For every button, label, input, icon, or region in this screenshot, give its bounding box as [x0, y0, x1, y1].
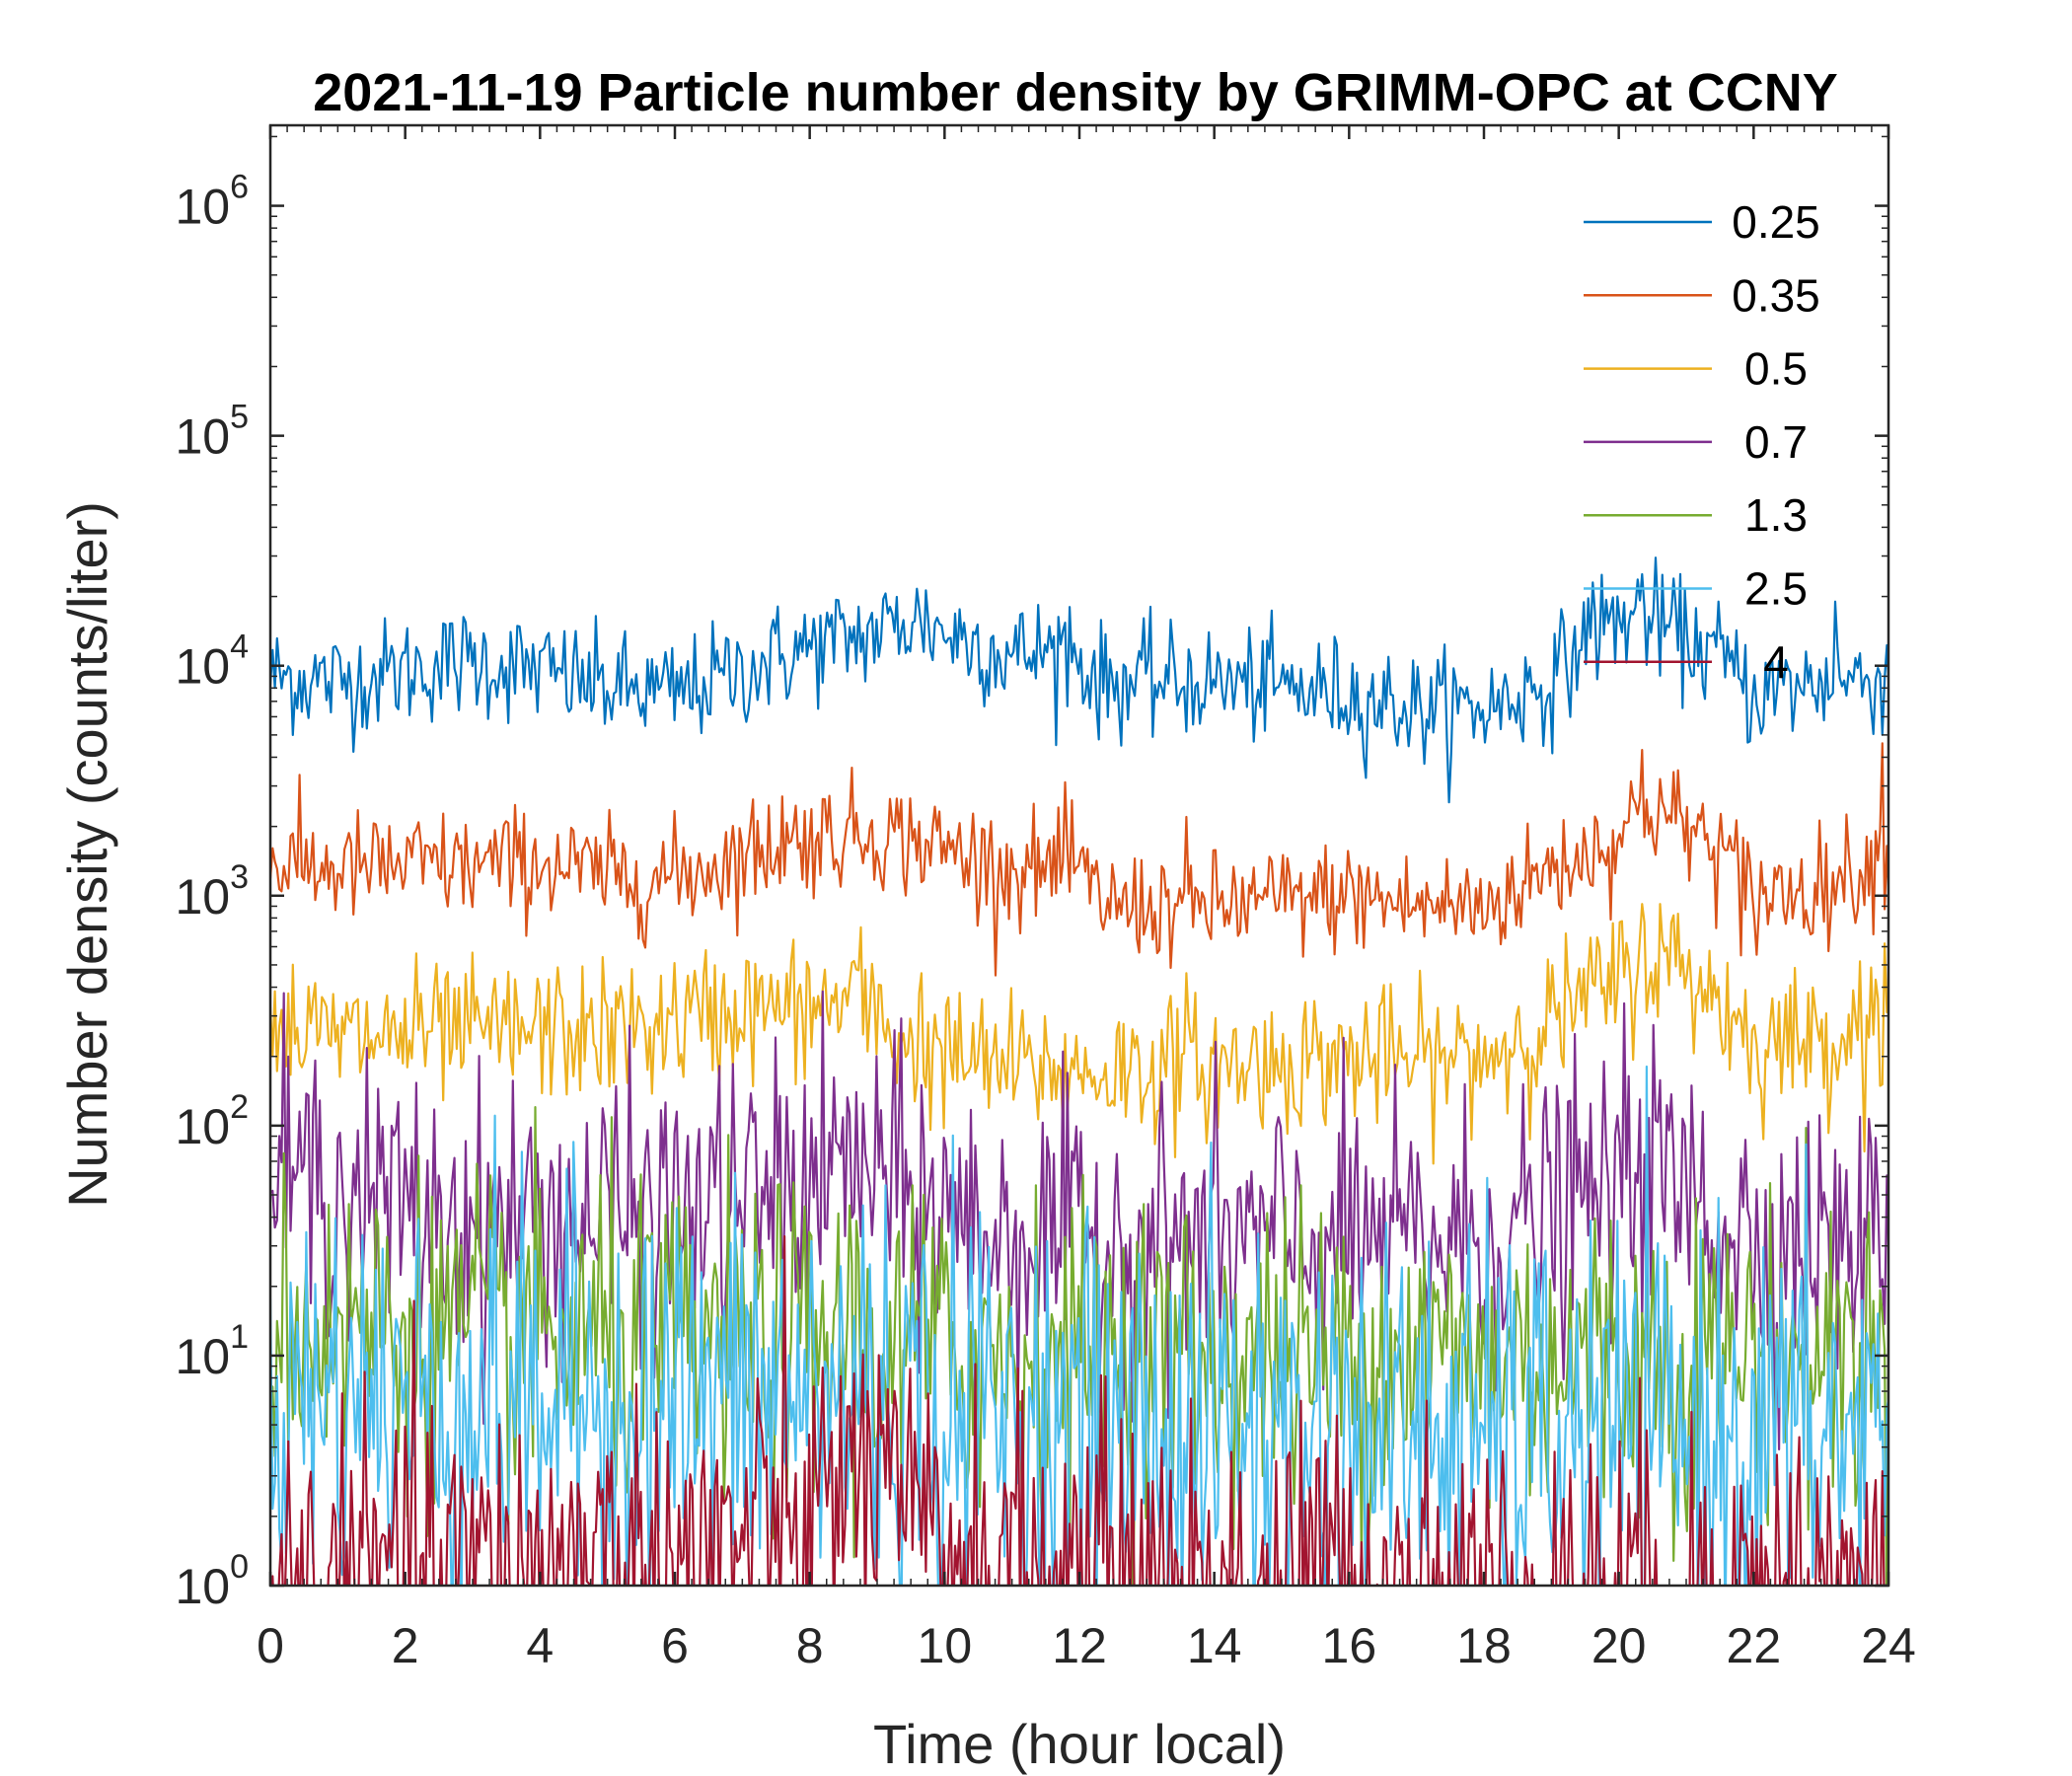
x-tick-label: 16 — [1322, 1618, 1377, 1673]
series-line-0.35 — [270, 742, 1888, 977]
y-tick-label: 106 — [175, 169, 249, 235]
legend-label: 0.5 — [1744, 343, 1808, 395]
y-tick-label: 100 — [175, 1548, 249, 1614]
x-tick-label: 14 — [1187, 1618, 1242, 1673]
series-group — [270, 556, 1888, 1586]
plot-area: 0 2 4 6 8 10 12 14 16 18 20 22 24 100101102103104105… — [175, 123, 1916, 1673]
x-tick-label: 24 — [1861, 1618, 1916, 1673]
legend-label: 0.7 — [1744, 416, 1808, 468]
x-tick-label: 8 — [796, 1618, 824, 1673]
series-line-0.5 — [270, 903, 1888, 1165]
x-tick-label: 2 — [392, 1618, 419, 1673]
y-tick-label: 101 — [175, 1318, 249, 1384]
series-line-4 — [270, 1234, 1888, 1586]
y-tick-label: 104 — [175, 629, 249, 695]
x-tick-label: 0 — [257, 1618, 284, 1673]
legend-label: 1.3 — [1744, 489, 1808, 541]
legend-label: 4 — [1763, 636, 1789, 688]
x-tick-label: 6 — [661, 1618, 689, 1673]
legend-label: 0.35 — [1732, 269, 1820, 321]
x-axis-label: Time (hour local) — [873, 1713, 1286, 1775]
y-tick-label: 105 — [175, 399, 249, 465]
legend-label: 0.25 — [1732, 196, 1820, 248]
chart-title: 2021-11-19 Particle number density by GR… — [313, 63, 1837, 122]
series-line-0.25 — [270, 556, 1888, 804]
x-axis: 0 2 4 6 8 10 12 14 16 18 20 22 24 — [257, 125, 1916, 1673]
y-tick-label: 103 — [175, 858, 249, 925]
x-tick-label: 10 — [918, 1618, 973, 1673]
x-tick-label: 4 — [526, 1618, 554, 1673]
x-tick-label: 18 — [1456, 1618, 1512, 1673]
y-tick-label: 102 — [175, 1088, 249, 1154]
legend: 0.25 0.35 0.5 0.7 1.3 2.5 4 — [1584, 196, 1820, 688]
x-tick-label: 20 — [1591, 1618, 1647, 1673]
x-tick-label: 22 — [1727, 1618, 1782, 1673]
x-tick-label: 12 — [1052, 1618, 1107, 1673]
y-axis-label: Number density (counts/liter) — [56, 501, 118, 1208]
legend-label: 2.5 — [1744, 563, 1808, 615]
